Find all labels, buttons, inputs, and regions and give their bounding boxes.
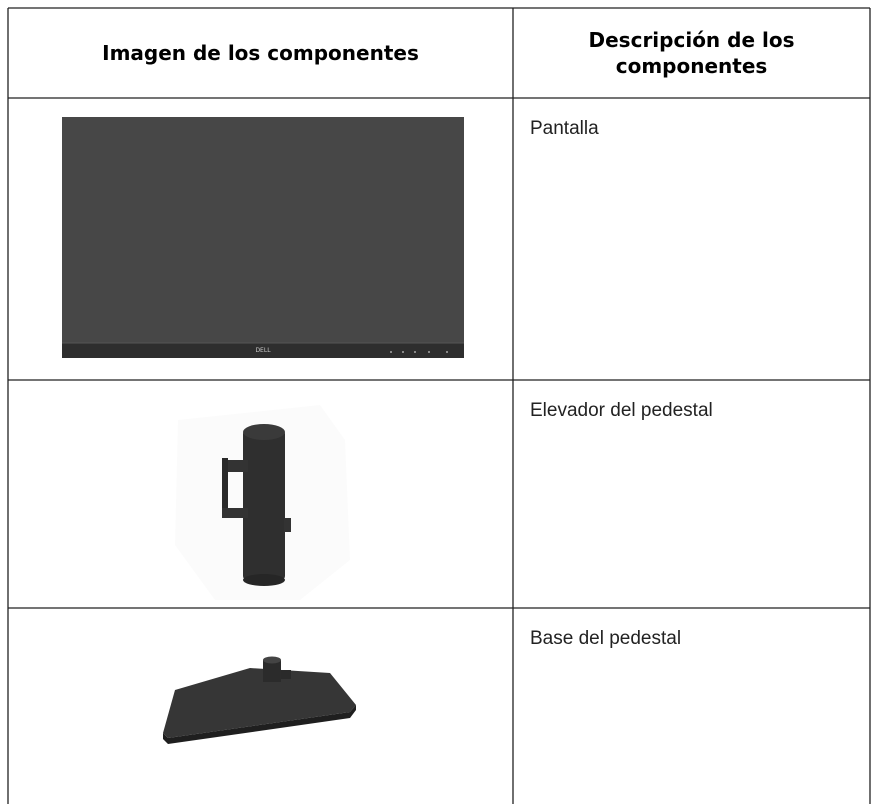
header-cell: Descripción de los componentes — [513, 8, 870, 98]
header-text: Descripción de los componentes — [588, 28, 795, 78]
component-description: Base del pedestal — [530, 628, 682, 649]
monitor-image: DELL — [62, 117, 464, 358]
header-cell: Imagen de los componentes — [8, 8, 513, 98]
stand-base-image — [163, 656, 356, 744]
component-description: Elevador del pedestal — [530, 400, 713, 421]
stand-riser-image — [175, 405, 350, 600]
monitor-logo: DELL — [255, 347, 271, 354]
component-description: Pantalla — [530, 118, 599, 139]
header-text: Imagen de los componentes — [102, 41, 419, 65]
